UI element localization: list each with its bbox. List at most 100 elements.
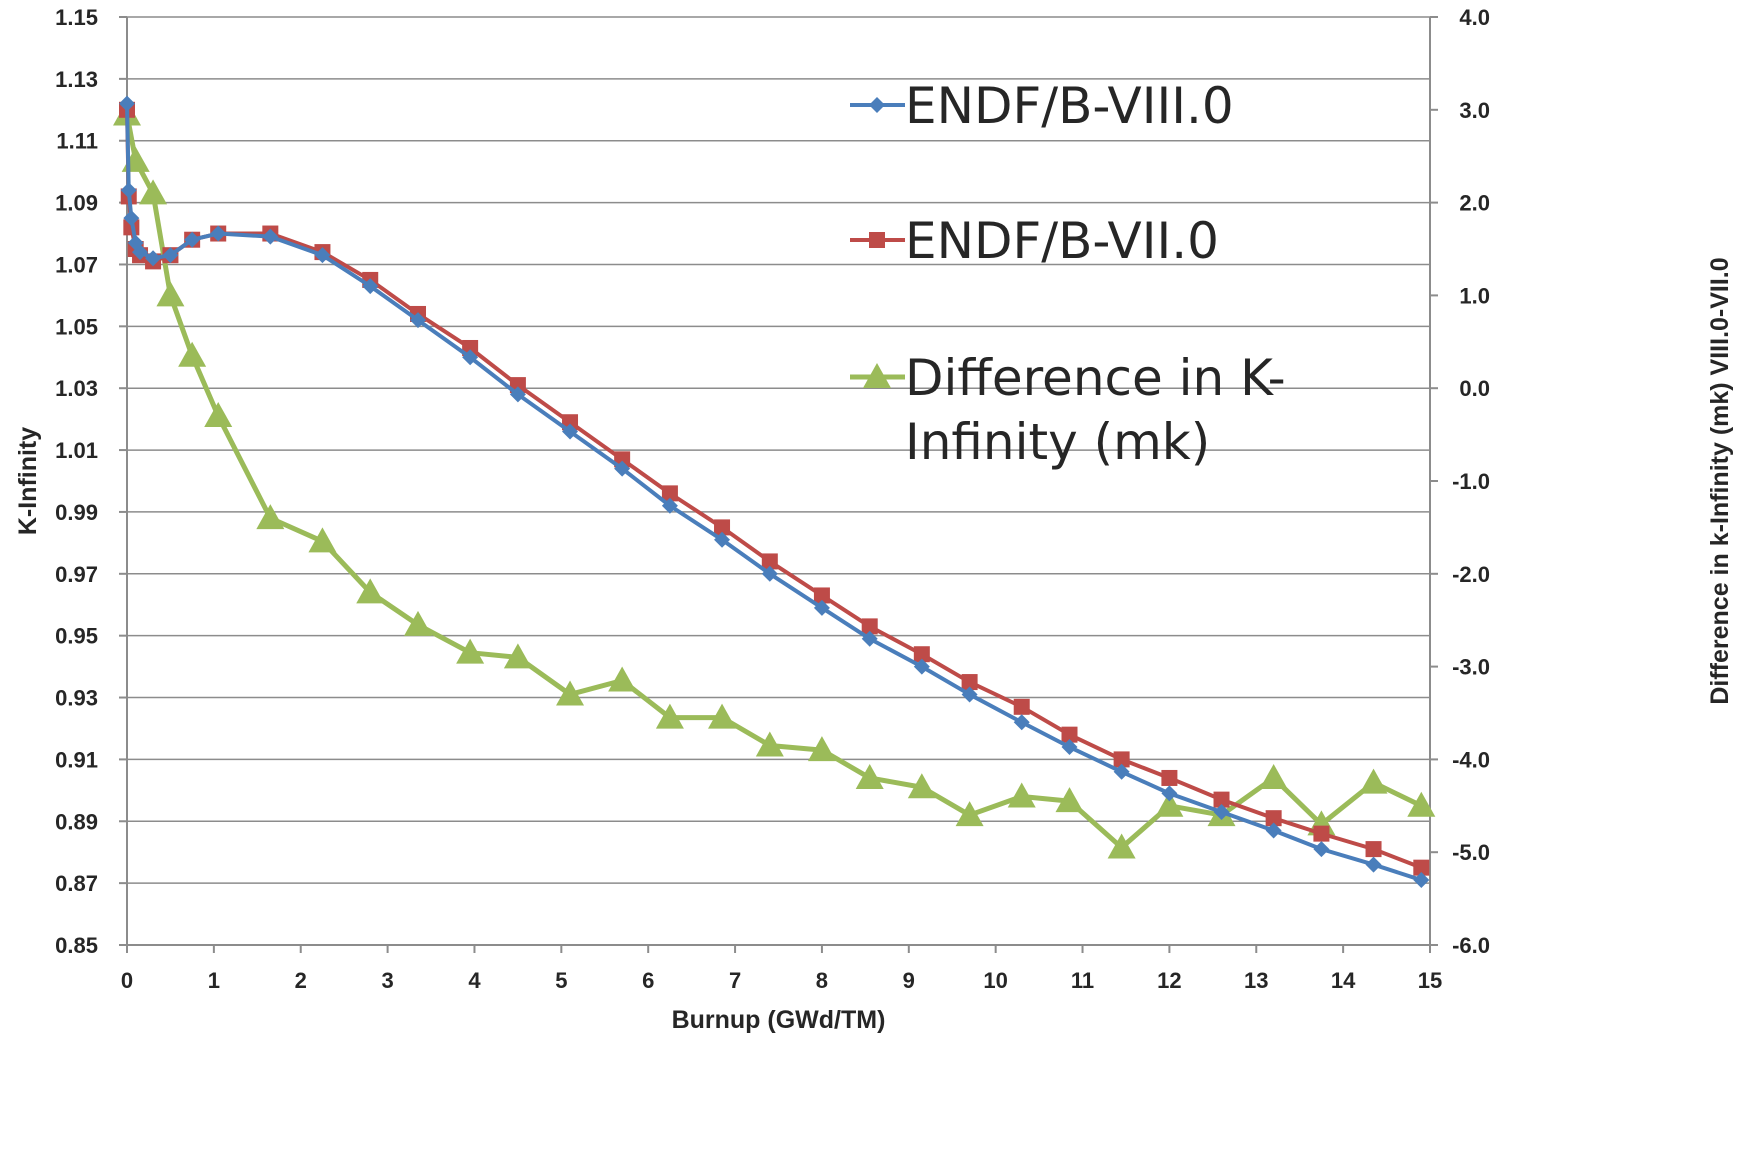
x-tick-label: 0 xyxy=(121,968,133,993)
x-tick-label: 13 xyxy=(1244,968,1268,993)
data-point xyxy=(462,349,479,366)
data-point xyxy=(714,519,731,536)
data-point xyxy=(456,638,485,664)
data-point xyxy=(1007,782,1036,808)
legend-label-line: ENDF/B-VII.0 xyxy=(905,212,1219,270)
right-tick-label: 4.0 xyxy=(1459,5,1490,30)
data-point xyxy=(861,618,878,635)
x-tick-label: 11 xyxy=(1071,968,1094,993)
data-point xyxy=(562,423,579,440)
data-point xyxy=(1413,859,1430,876)
right-tick-label: 1.0 xyxy=(1459,283,1490,308)
legend-label: ENDF/B-VII.0 xyxy=(905,212,1219,270)
left-tick-label: 1.05 xyxy=(55,314,98,339)
data-point xyxy=(1113,751,1130,768)
data-point xyxy=(1259,763,1288,789)
right-tick-label: 2.0 xyxy=(1459,191,1490,216)
legend-label-line: Difference in K- xyxy=(905,349,1286,407)
data-point xyxy=(1213,803,1230,820)
left-tick-label: 1.15 xyxy=(55,5,98,30)
data-point xyxy=(1265,810,1282,827)
data-point xyxy=(1161,785,1178,802)
series-diamond xyxy=(119,95,1430,889)
data-point xyxy=(907,773,936,799)
right-tick-label: -1.0 xyxy=(1452,469,1490,494)
data-point xyxy=(156,281,185,307)
right-axis-ticks: -6.0 -5.0 -4.0 -3.0 -2.0 -1.0 0.0 1.0 2.0 3.0 4.0 xyxy=(1430,5,1490,958)
right-tick-label: -3.0 xyxy=(1452,655,1490,680)
data-point xyxy=(509,386,526,403)
legend-label-line: ENDF/B-VIII.0 xyxy=(905,77,1234,135)
left-tick-label: 0.97 xyxy=(55,562,98,587)
data-point xyxy=(1213,791,1230,808)
data-point xyxy=(119,95,135,112)
data-point xyxy=(1013,714,1030,731)
data-point xyxy=(608,666,637,692)
x-tick-label: 7 xyxy=(729,968,741,993)
data-point xyxy=(761,553,778,570)
data-point xyxy=(1061,739,1078,756)
left-tick-label: 1.03 xyxy=(55,376,98,401)
data-point xyxy=(807,736,836,762)
data-point xyxy=(556,680,585,706)
data-point xyxy=(614,460,631,477)
data-point xyxy=(1407,791,1436,817)
data-point xyxy=(955,801,984,827)
left-axis-ticks: 0.85 0.87 0.89 0.91 0.93 0.95 0.97 0.99 1.01 1.03… xyxy=(55,5,127,958)
data-point xyxy=(855,763,884,789)
left-tick-label: 1.09 xyxy=(55,191,98,216)
data-point xyxy=(913,646,930,663)
legend-item: ENDF/B-VIII.0 xyxy=(850,77,1234,135)
data-point xyxy=(162,247,179,264)
x-tick-label: 14 xyxy=(1331,968,1356,993)
left-tick-label: 0.91 xyxy=(55,747,98,772)
right-tick-label: -4.0 xyxy=(1452,747,1490,772)
data-point xyxy=(184,231,201,248)
left-tick-label: 0.85 xyxy=(55,933,98,958)
data-point xyxy=(861,630,878,647)
left-tick-label: 1.07 xyxy=(55,252,98,277)
legend-label-line: Infinity (mk) xyxy=(905,413,1210,471)
x-axis-title: Burnup (GWd/TM) xyxy=(672,1006,886,1034)
right-tick-label: -5.0 xyxy=(1452,840,1490,865)
data-point xyxy=(655,703,684,729)
data-point xyxy=(913,658,930,675)
data-point xyxy=(1055,787,1084,813)
series-layer xyxy=(113,95,1436,889)
data-point xyxy=(1113,763,1130,780)
x-tick-label: 8 xyxy=(816,968,828,993)
legend-marker xyxy=(869,97,885,113)
data-point xyxy=(1365,841,1382,858)
right-tick-label: 0.0 xyxy=(1459,376,1490,401)
legend-item: Difference in K- Infinity (mk) xyxy=(850,349,1286,471)
data-point xyxy=(761,565,778,582)
data-point xyxy=(661,497,678,514)
left-tick-label: 1.13 xyxy=(55,67,98,92)
x-tick-label: 10 xyxy=(983,968,1007,993)
data-point xyxy=(356,578,385,604)
left-tick-label: 0.93 xyxy=(55,686,98,711)
x-tick-label: 4 xyxy=(468,968,481,993)
x-tick-label: 12 xyxy=(1157,968,1181,993)
data-point xyxy=(1359,768,1388,794)
data-point xyxy=(813,587,830,604)
x-tick-label: 3 xyxy=(381,968,393,993)
data-point xyxy=(1313,841,1330,858)
x-tick-label: 2 xyxy=(295,968,307,993)
data-point xyxy=(308,527,337,553)
legend-marker xyxy=(869,232,885,248)
x-tick-label: 6 xyxy=(642,968,654,993)
legend-item: ENDF/B-VII.0 xyxy=(850,212,1219,270)
data-point xyxy=(961,674,978,691)
series-line xyxy=(125,101,1424,883)
data-point xyxy=(1155,791,1184,817)
data-point xyxy=(139,179,168,205)
data-point xyxy=(1365,856,1382,873)
data-point xyxy=(362,278,379,295)
data-point xyxy=(1107,833,1136,859)
left-tick-label: 0.89 xyxy=(55,809,98,834)
left-tick-label: 1.11 xyxy=(56,129,98,154)
left-tick-label: 0.99 xyxy=(55,500,98,525)
x-tick-label: 1 xyxy=(208,968,220,993)
